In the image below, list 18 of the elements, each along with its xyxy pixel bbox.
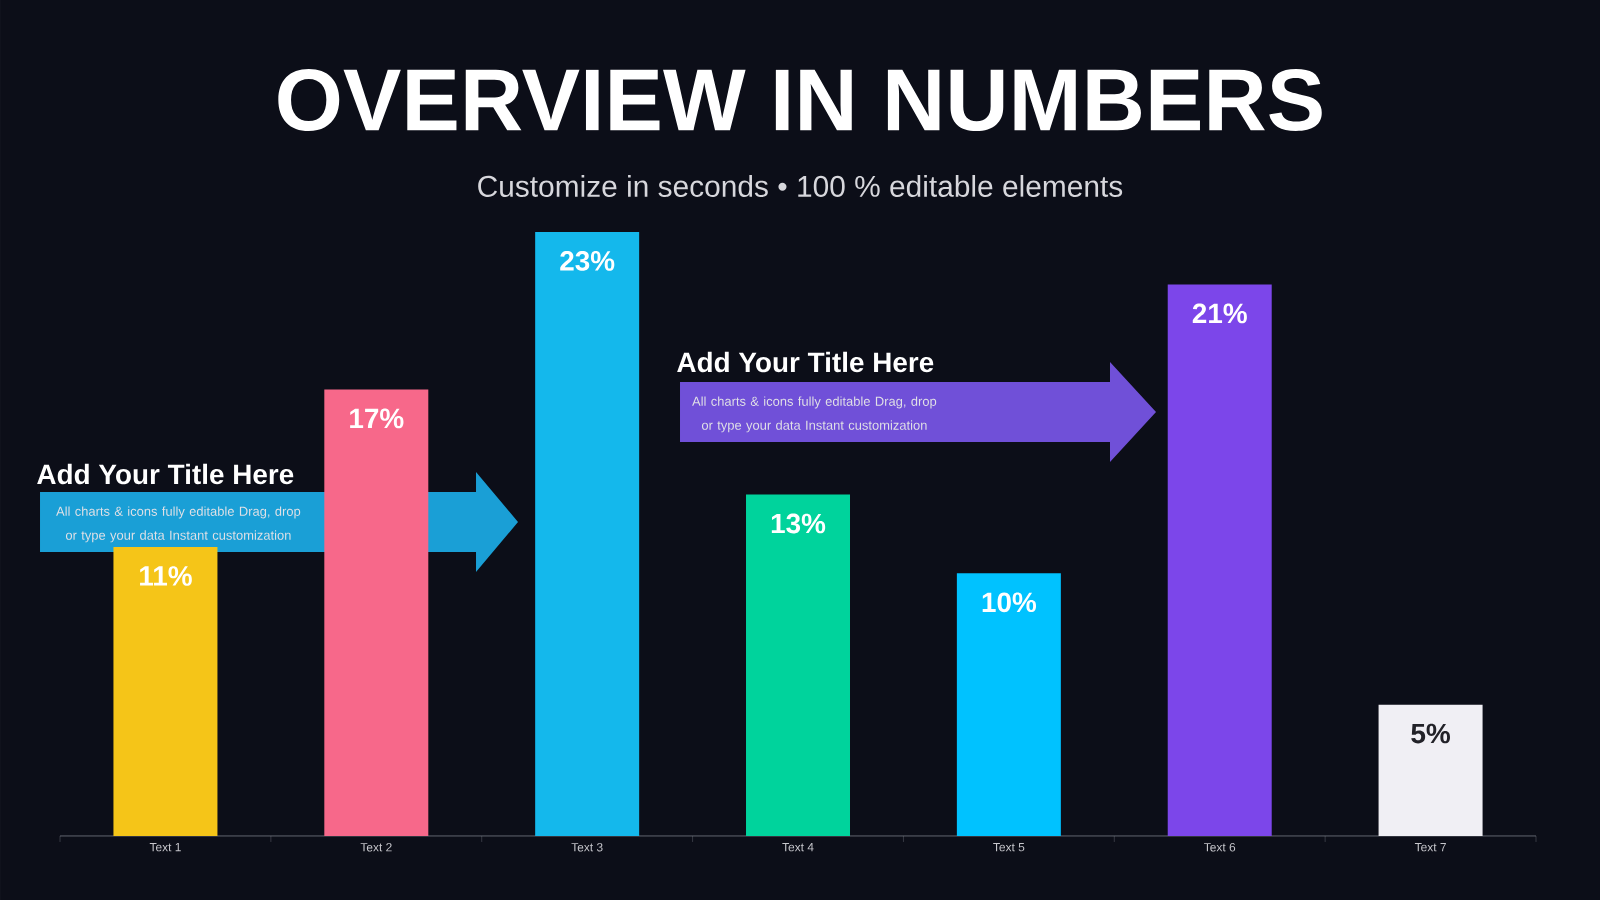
bar [1378, 704, 1483, 836]
bar [746, 494, 851, 836]
data-label: 5% [1411, 723, 1450, 744]
annotation: Add Your Title Here [677, 351, 934, 373]
bar [956, 573, 1061, 836]
bar [113, 547, 218, 836]
data-label: 21% [1192, 303, 1247, 324]
data-label: 23% [560, 250, 615, 271]
bar [324, 389, 429, 836]
data-label: 13% [771, 513, 826, 534]
bar [1167, 284, 1272, 836]
data-label: 17% [350, 408, 404, 429]
chart-subtitle: Customize in seconds • 100 % editable elements [478, 175, 1123, 197]
data-label: 10% [982, 592, 1037, 613]
annotation: Add Your Title Here [37, 463, 294, 485]
data-label: 11% [140, 566, 192, 586]
chart-title: OVERVIEW IN NUMBERS [278, 68, 1322, 131]
bar [535, 231, 640, 836]
